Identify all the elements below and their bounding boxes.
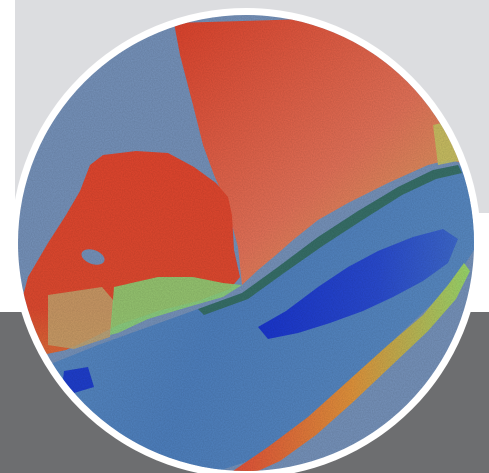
- bathymetry-map: [18, 15, 474, 471]
- bathymetry-svg: [18, 15, 474, 471]
- relief-texture: [18, 15, 474, 471]
